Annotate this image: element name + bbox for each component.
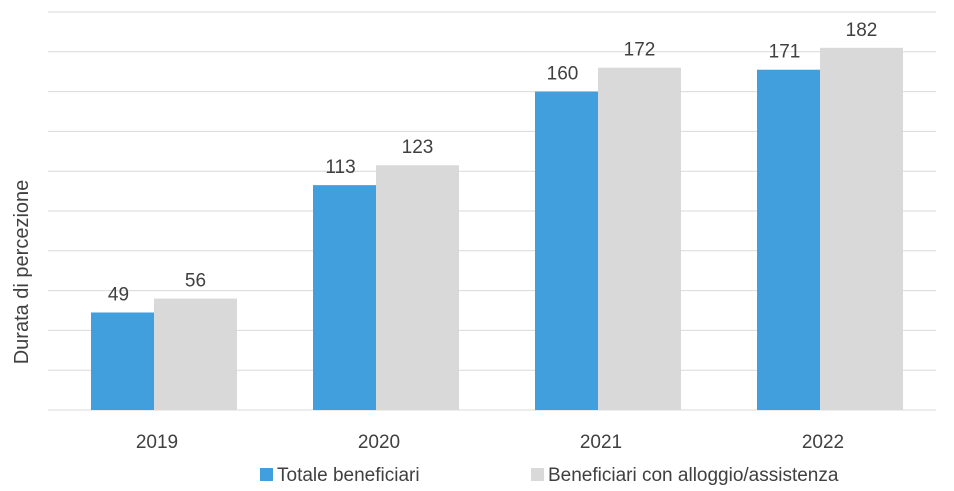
bar-2022-series-2: [820, 47, 903, 410]
legend: Totale beneficiari Beneficiari con allogg…: [260, 465, 839, 486]
legend-label: Beneficiari con alloggio/assistenza: [548, 465, 839, 486]
bar-2019-series-1: [91, 312, 154, 410]
legend-swatch: [260, 468, 273, 481]
legend-label: Totale beneficiari: [277, 465, 420, 486]
x-tick-label: 2021: [580, 432, 622, 453]
bar-2021-series-2: [598, 67, 681, 410]
bar-2022-series-1: [757, 69, 820, 411]
x-tick-label: 2019: [136, 432, 178, 453]
bar-2020-series-1: [313, 185, 376, 410]
data-label: 56: [185, 271, 206, 292]
bars: [91, 47, 903, 411]
data-label: 123: [402, 137, 434, 158]
x-tick-label: 2020: [358, 432, 400, 453]
data-labels: 49 56 113 123 160 172 171 182: [108, 20, 877, 306]
bar-2021-series-1: [535, 91, 598, 410]
data-label: 182: [846, 20, 878, 41]
x-tick-label: 2022: [802, 432, 844, 453]
x-axis-ticks: 2019 2020 2021 2022: [136, 432, 844, 453]
data-label: 49: [108, 284, 129, 305]
data-label: 171: [769, 42, 801, 63]
data-label: 113: [325, 157, 355, 178]
legend-swatch: [531, 468, 544, 481]
bar-2020-series-2: [376, 165, 459, 410]
data-label: 172: [624, 40, 656, 61]
bar-2019-series-2: [154, 298, 237, 410]
y-axis-title: Durata di percezione: [11, 180, 33, 365]
data-label: 160: [547, 64, 579, 85]
